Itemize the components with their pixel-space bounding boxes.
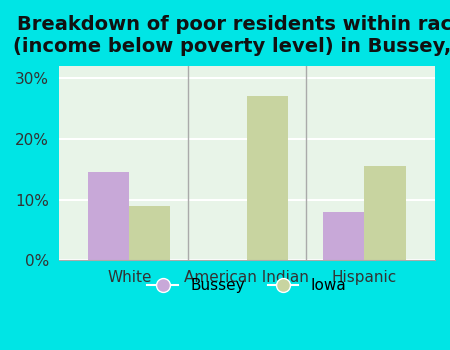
Legend: Bussey, Iowa: Bussey, Iowa xyxy=(141,272,352,300)
Bar xyxy=(129,206,171,260)
Bar xyxy=(88,172,129,260)
Title: Breakdown of poor residents within races
(income below poverty level) in Bussey,: Breakdown of poor residents within races… xyxy=(13,15,450,56)
Bar xyxy=(323,212,364,260)
Bar xyxy=(364,166,405,260)
Bar xyxy=(247,96,288,260)
